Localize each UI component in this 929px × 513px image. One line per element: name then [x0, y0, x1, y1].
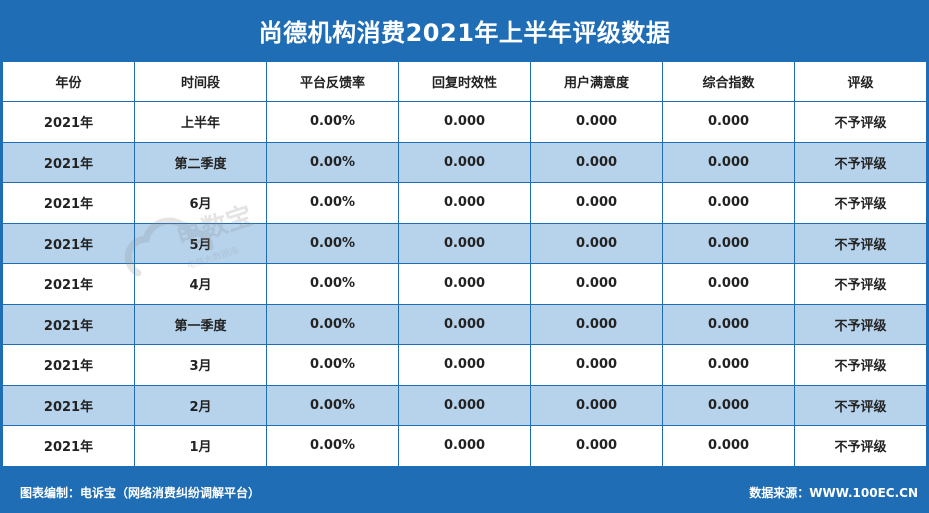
cell-period: 上半年	[134, 101, 267, 143]
cell-user-satisfaction: 0.000	[530, 222, 663, 264]
cell-feedback-rate: 0.00%	[266, 384, 399, 426]
cell-rating: 不予评级	[794, 222, 927, 264]
table-row: 2021年 2月 0.00% 0.000 0.000 0.000 不予评级	[2, 384, 927, 426]
footer-bar: 图表编制：电诉宝（网络消费纠纷调解平台） 数据来源：WWW.100EC.CN	[0, 472, 929, 513]
page-title: 尚德机构消费2021年上半年评级数据	[258, 18, 671, 47]
cell-user-satisfaction: 0.000	[530, 425, 663, 467]
cell-period: 1月	[134, 425, 267, 467]
cell-user-satisfaction: 0.000	[530, 141, 663, 183]
cell-composite-index: 0.000	[662, 182, 795, 224]
cell-response-timeliness: 0.000	[398, 425, 531, 467]
table-row: 2021年 第一季度 0.00% 0.000 0.000 0.000 不予评级	[2, 303, 927, 345]
cell-feedback-rate: 0.00%	[266, 263, 399, 305]
cell-feedback-rate: 0.00%	[266, 425, 399, 467]
cell-composite-index: 0.000	[662, 263, 795, 305]
cell-feedback-rate: 0.00%	[266, 101, 399, 143]
cell-year: 2021年	[2, 182, 135, 224]
cell-response-timeliness: 0.000	[398, 182, 531, 224]
cell-response-timeliness: 0.000	[398, 303, 531, 345]
cell-response-timeliness: 0.000	[398, 263, 531, 305]
cell-user-satisfaction: 0.000	[530, 384, 663, 426]
table-body: 2021年 上半年 0.00% 0.000 0.000 0.000 不予评级 2…	[2, 101, 927, 467]
cell-user-satisfaction: 0.000	[530, 344, 663, 386]
cell-user-satisfaction: 0.000	[530, 182, 663, 224]
cell-year: 2021年	[2, 344, 135, 386]
column-header-response-timeliness: 回复时效性	[398, 61, 531, 102]
column-header-user-satisfaction: 用户满意度	[530, 61, 663, 102]
cell-year: 2021年	[2, 222, 135, 264]
cell-composite-index: 0.000	[662, 101, 795, 143]
cell-year: 2021年	[2, 141, 135, 183]
cell-composite-index: 0.000	[662, 344, 795, 386]
cell-feedback-rate: 0.00%	[266, 303, 399, 345]
cell-composite-index: 0.000	[662, 384, 795, 426]
cell-period: 6月	[134, 182, 267, 224]
cell-rating: 不予评级	[794, 263, 927, 305]
cell-feedback-rate: 0.00%	[266, 222, 399, 264]
table-header-row: 年份 时间段 平台反馈率 回复时效性 用户满意度 综合指数 评级	[2, 61, 927, 102]
table-row: 2021年 5月 0.00% 0.000 0.000 0.000 不予评级	[2, 222, 927, 264]
cell-year: 2021年	[2, 101, 135, 143]
cell-response-timeliness: 0.000	[398, 141, 531, 183]
cell-rating: 不予评级	[794, 425, 927, 467]
cell-response-timeliness: 0.000	[398, 101, 531, 143]
cell-feedback-rate: 0.00%	[266, 141, 399, 183]
cell-rating: 不予评级	[794, 384, 927, 426]
cell-feedback-rate: 0.00%	[266, 182, 399, 224]
cell-year: 2021年	[2, 425, 135, 467]
footer-source: 数据来源：WWW.100EC.CN	[749, 486, 918, 500]
cell-rating: 不予评级	[794, 344, 927, 386]
table-row: 2021年 6月 0.00% 0.000 0.000 0.000 不予评级	[2, 182, 927, 224]
cell-period: 第一季度	[134, 303, 267, 345]
cell-user-satisfaction: 0.000	[530, 263, 663, 305]
table-row: 2021年 第二季度 0.00% 0.000 0.000 0.000 不予评级	[2, 141, 927, 183]
table-row: 2021年 1月 0.00% 0.000 0.000 0.000 不予评级	[2, 425, 927, 467]
table-row: 2021年 3月 0.00% 0.000 0.000 0.000 不予评级	[2, 344, 927, 386]
cell-user-satisfaction: 0.000	[530, 101, 663, 143]
column-header-year: 年份	[2, 61, 135, 102]
cell-period: 4月	[134, 263, 267, 305]
cell-composite-index: 0.000	[662, 222, 795, 264]
cell-period: 3月	[134, 344, 267, 386]
footer-credit: 图表编制：电诉宝（网络消费纠纷调解平台）	[20, 486, 261, 500]
cell-year: 2021年	[2, 263, 135, 305]
column-header-composite-index: 综合指数	[662, 61, 795, 102]
cell-period: 2月	[134, 384, 267, 426]
column-header-rating: 评级	[794, 61, 927, 102]
column-header-feedback-rate: 平台反馈率	[266, 61, 399, 102]
cell-composite-index: 0.000	[662, 425, 795, 467]
cell-composite-index: 0.000	[662, 303, 795, 345]
table-row: 2021年 4月 0.00% 0.000 0.000 0.000 不予评级	[2, 263, 927, 305]
cell-composite-index: 0.000	[662, 141, 795, 183]
cell-period: 5月	[134, 222, 267, 264]
cell-response-timeliness: 0.000	[398, 222, 531, 264]
rating-table: 年份 时间段 平台反馈率 回复时效性 用户满意度 综合指数 评级 2021年 上…	[2, 61, 927, 467]
cell-rating: 不予评级	[794, 101, 927, 143]
cell-feedback-rate: 0.00%	[266, 344, 399, 386]
column-header-period: 时间段	[134, 61, 267, 102]
cell-rating: 不予评级	[794, 182, 927, 224]
cell-response-timeliness: 0.000	[398, 384, 531, 426]
cell-rating: 不予评级	[794, 141, 927, 183]
cell-period: 第二季度	[134, 141, 267, 183]
table-row: 2021年 上半年 0.00% 0.000 0.000 0.000 不予评级	[2, 101, 927, 143]
cell-rating: 不予评级	[794, 303, 927, 345]
cell-response-timeliness: 0.000	[398, 344, 531, 386]
cell-user-satisfaction: 0.000	[530, 303, 663, 345]
cell-year: 2021年	[2, 303, 135, 345]
cell-year: 2021年	[2, 384, 135, 426]
